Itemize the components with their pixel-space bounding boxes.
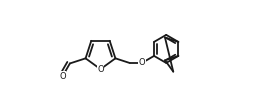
Text: O: O xyxy=(139,58,145,67)
Text: O: O xyxy=(97,65,104,74)
Text: O: O xyxy=(59,72,66,81)
